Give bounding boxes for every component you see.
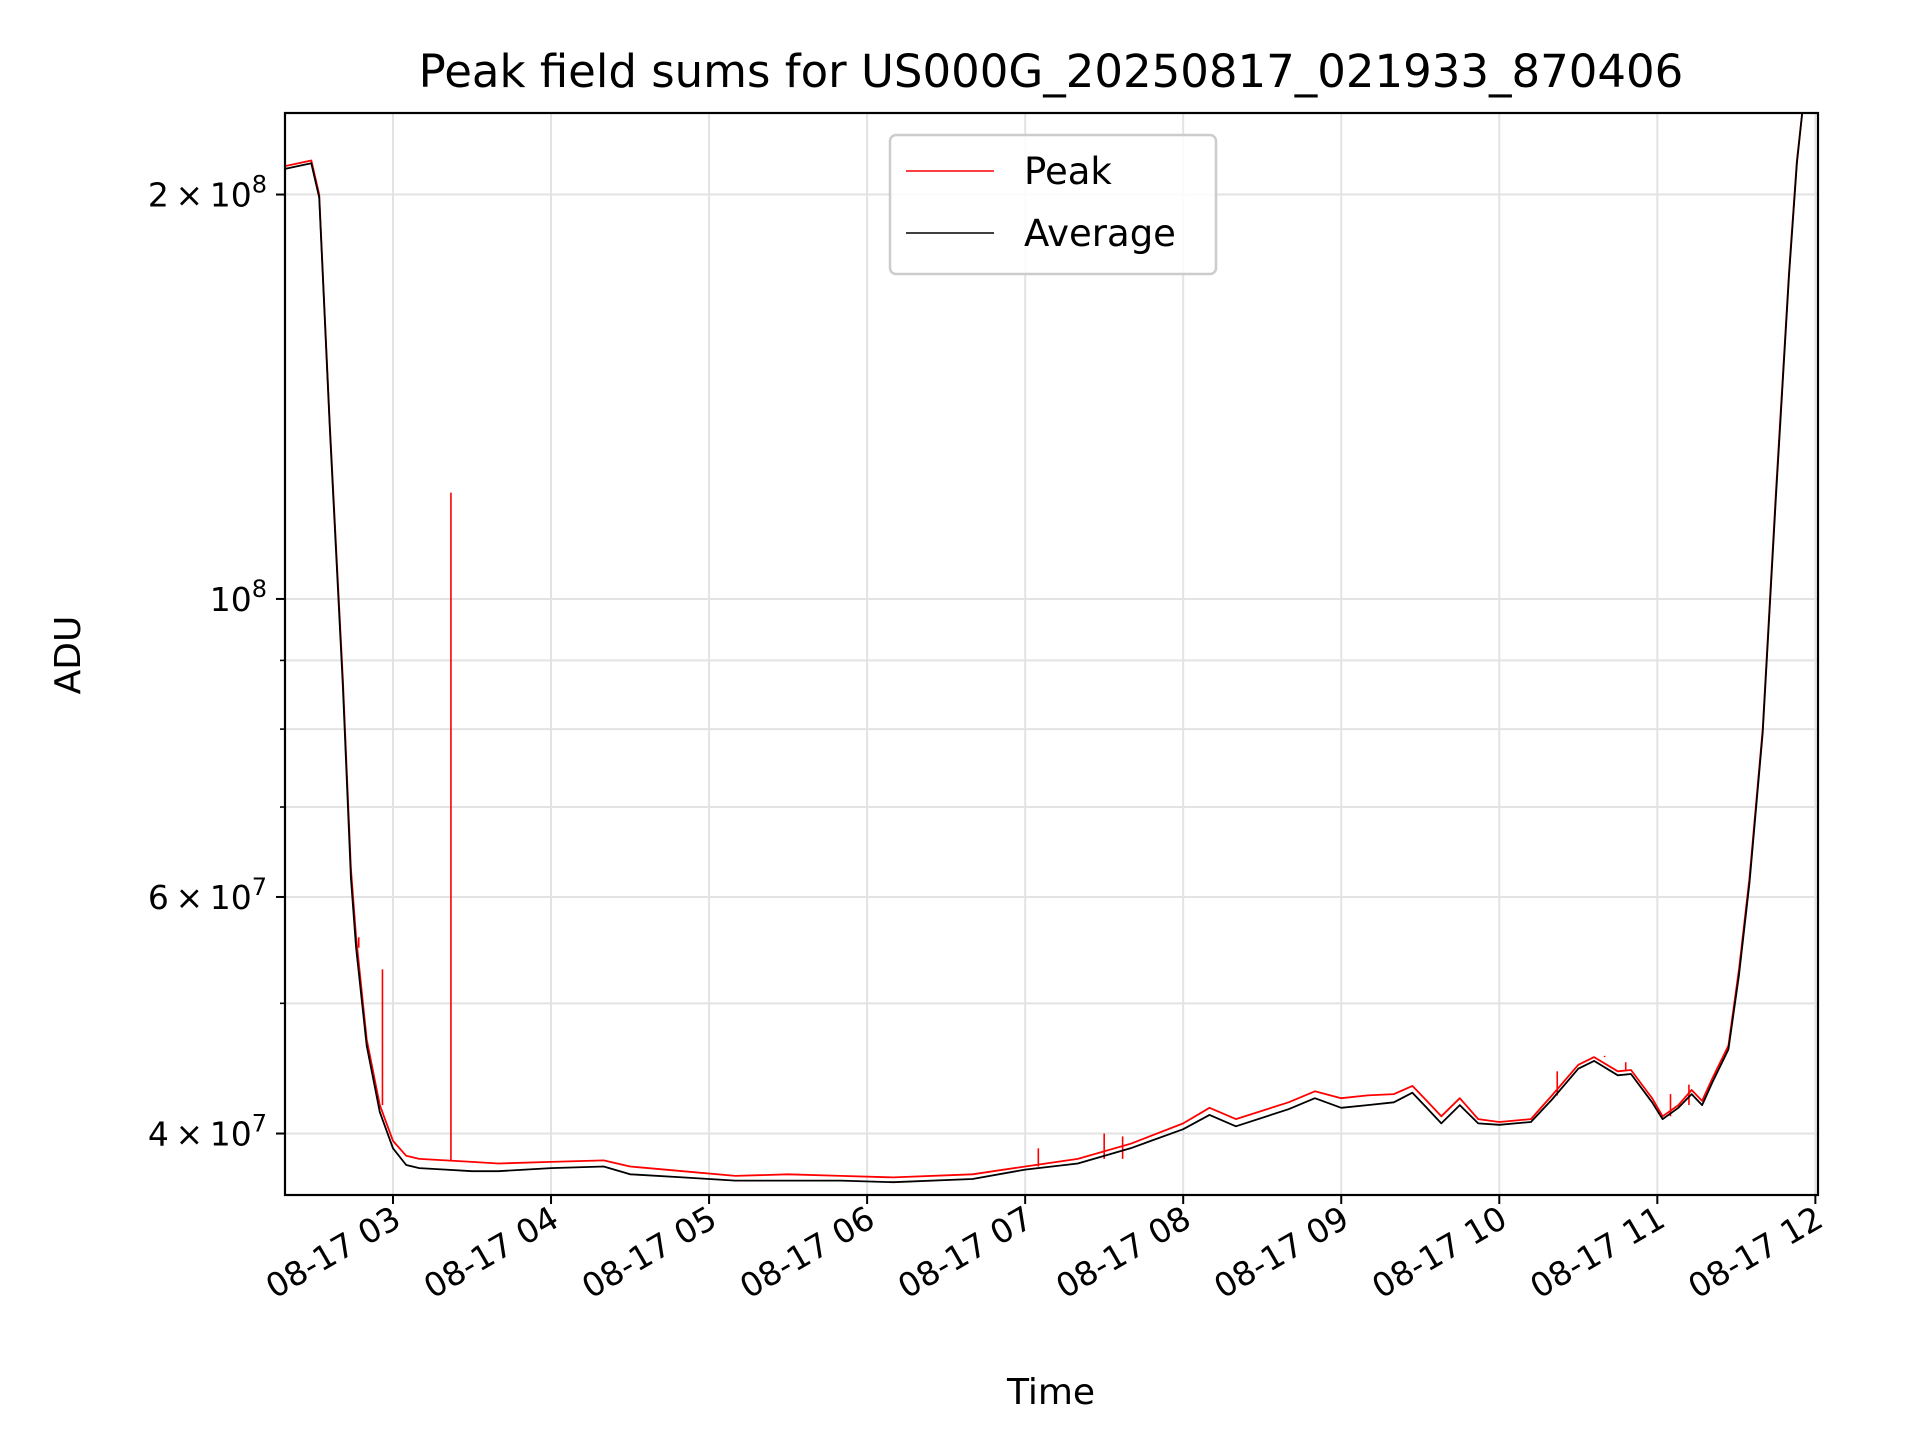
- y-tick-label: 2 × 108: [148, 171, 267, 215]
- legend: Peak Average: [888, 133, 1218, 276]
- y-axis-label: ADU: [48, 616, 89, 695]
- series-line-average: [284, 112, 1804, 1184]
- series-line-peak: [284, 112, 1804, 1179]
- legend-label-average: Average: [1024, 212, 1176, 255]
- x-axis-label: Time: [1006, 1372, 1095, 1413]
- legend-box: [888, 133, 1218, 276]
- plot-frame: [283, 111, 1820, 1197]
- y-tick-label: 4 × 107: [148, 1110, 267, 1154]
- y-tick-label: 6 × 107: [148, 873, 267, 917]
- legend-label-peak: Peak: [1024, 150, 1112, 193]
- series-layer: [284, 112, 1804, 1184]
- chart-title: Peak field sums for US000G_20250817_0219…: [419, 45, 1684, 98]
